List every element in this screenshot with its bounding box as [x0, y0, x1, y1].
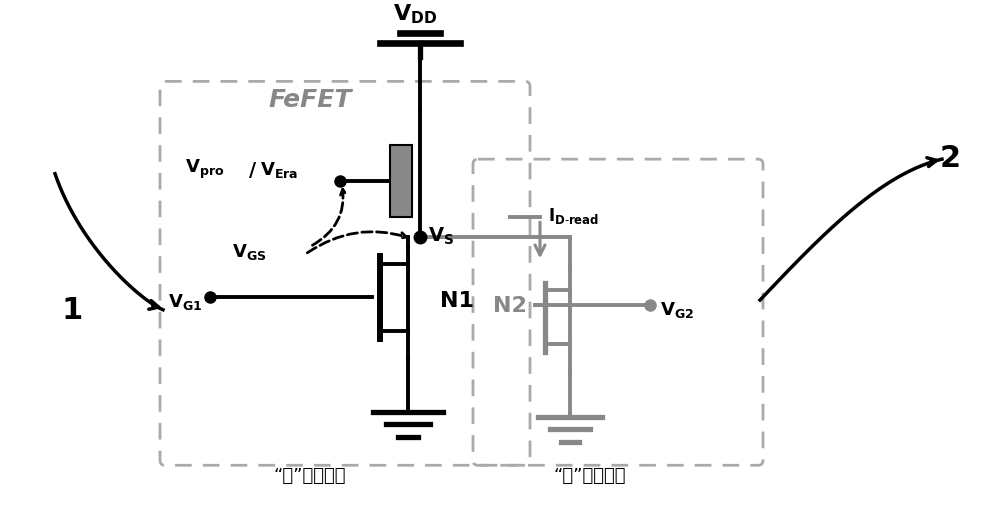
Text: 1: 1: [61, 296, 83, 325]
Text: $\mathbf{V}_{\mathbf{DD}}$: $\mathbf{V}_{\mathbf{DD}}$: [393, 3, 437, 26]
Text: FeFET: FeFET: [268, 88, 352, 111]
Text: $\mathbf{/}$: $\mathbf{/}$: [248, 159, 257, 180]
Text: $\mathbf{V}_{\mathbf{GS}}$: $\mathbf{V}_{\mathbf{GS}}$: [232, 242, 267, 262]
Text: $\mathbf{I}_{\mathbf{D\text{-}read}}$: $\mathbf{I}_{\mathbf{D\text{-}read}}$: [548, 205, 599, 225]
Text: $\mathbf{V}_{\mathbf{G2}}$: $\mathbf{V}_{\mathbf{G2}}$: [660, 299, 694, 319]
Text: N1: N1: [440, 291, 474, 310]
Text: $\mathbf{V}_{\mathbf{Era}}$: $\mathbf{V}_{\mathbf{Era}}$: [260, 159, 298, 180]
Text: “写”操作通路: “写”操作通路: [274, 466, 346, 484]
Bar: [390, 145, 412, 218]
Text: “读”操作通路: “读”操作通路: [554, 466, 626, 484]
Text: N2: N2: [493, 295, 527, 315]
Text: 2: 2: [939, 144, 961, 173]
Text: $\mathbf{V}_{\mathbf{pro}}$: $\mathbf{V}_{\mathbf{pro}}$: [185, 158, 224, 181]
Text: $\mathbf{V}_{\mathbf{S}}$: $\mathbf{V}_{\mathbf{S}}$: [428, 225, 454, 246]
Text: $\mathbf{V}_{\mathbf{G1}}$: $\mathbf{V}_{\mathbf{G1}}$: [168, 292, 202, 312]
